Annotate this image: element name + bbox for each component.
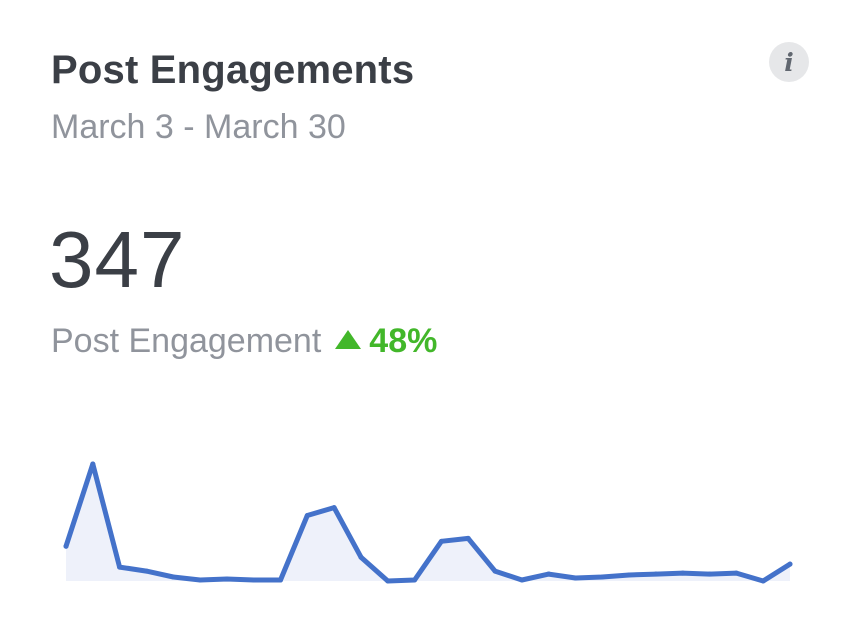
info-glyph: i bbox=[784, 47, 794, 77]
sparkline-point bbox=[170, 574, 176, 580]
sparkline-line bbox=[63, 461, 793, 584]
sparkline-point bbox=[707, 571, 713, 577]
sparkline-point bbox=[385, 578, 391, 584]
sparkline-point bbox=[572, 575, 578, 581]
sparkline-point bbox=[546, 571, 552, 577]
sparkline-point bbox=[117, 564, 123, 570]
sparkline-point bbox=[304, 513, 310, 519]
sparkline-point bbox=[492, 568, 498, 574]
sparkline-point bbox=[787, 561, 793, 567]
sparkline-point bbox=[438, 538, 444, 544]
card-title: Post Engagements bbox=[51, 48, 415, 92]
sparkline-point bbox=[197, 577, 203, 583]
sparkline-point bbox=[519, 577, 525, 583]
sparkline-point bbox=[733, 570, 739, 576]
date-range: March 3 - March 30 bbox=[51, 108, 346, 146]
sparkline-point bbox=[465, 535, 471, 541]
sparkline-point bbox=[412, 577, 418, 583]
metric-row: Post Engagement 48% bbox=[51, 320, 437, 362]
sparkline-point bbox=[63, 543, 69, 549]
sparkline-point bbox=[251, 577, 257, 583]
metric-label: Post Engagement bbox=[51, 322, 322, 360]
sparkline-point bbox=[278, 577, 284, 583]
sparkline-point bbox=[599, 574, 605, 580]
sparkline-point bbox=[653, 571, 659, 577]
triangle-up-icon bbox=[335, 329, 362, 349]
sparkline-point bbox=[224, 576, 230, 582]
info-icon[interactable]: i bbox=[769, 42, 809, 82]
sparkline-point bbox=[626, 572, 632, 578]
sparkline-point bbox=[358, 554, 364, 560]
sparkline-point bbox=[760, 578, 766, 584]
sparkline-point bbox=[680, 570, 686, 576]
change-percent: 48% bbox=[369, 322, 438, 360]
sparkline-point bbox=[331, 505, 337, 511]
sparkline-point bbox=[143, 568, 149, 574]
metric-value: 347 bbox=[49, 215, 186, 304]
sparkline-point bbox=[90, 461, 96, 467]
